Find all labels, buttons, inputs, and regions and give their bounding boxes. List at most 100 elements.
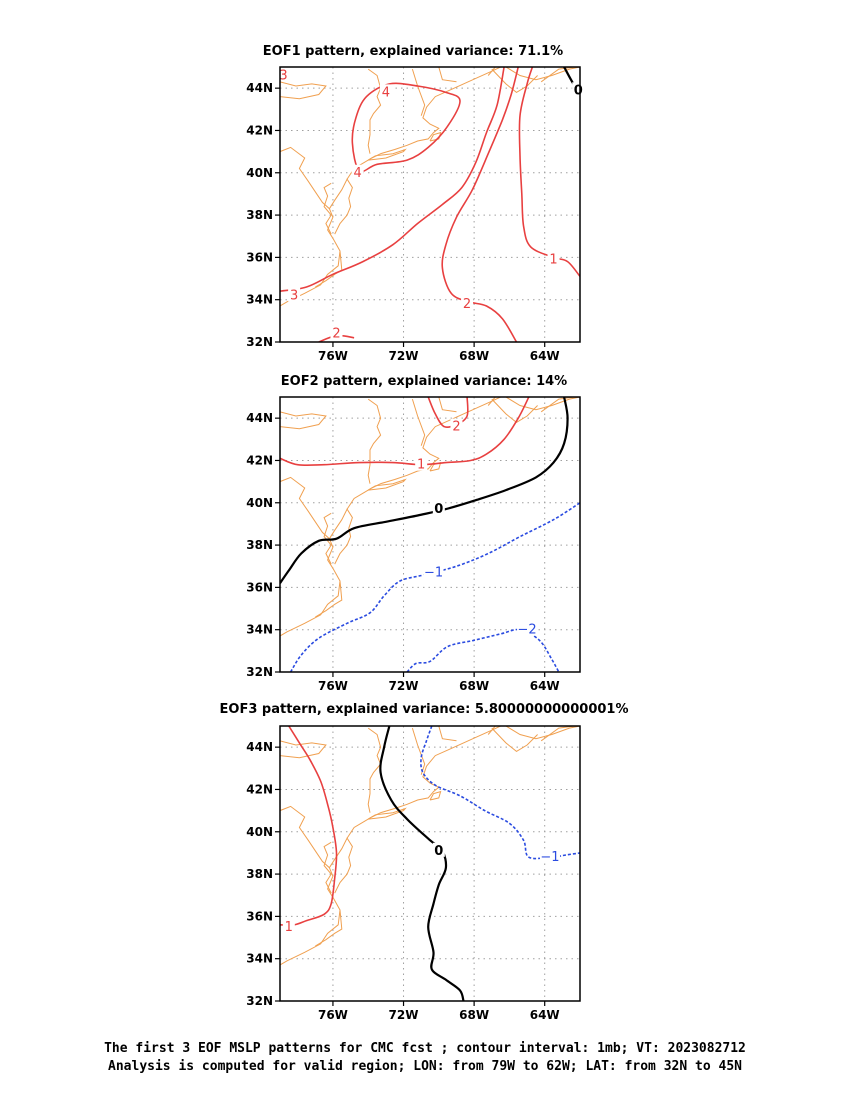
- coastline-segment: [323, 512, 332, 565]
- lat-tick-label: 36N: [246, 580, 273, 594]
- coastline-segment: [315, 580, 343, 618]
- coastline-segment: [328, 837, 353, 894]
- lon-tick-label: 76W: [318, 1008, 348, 1022]
- lat-tick-label: 32N: [246, 665, 273, 679]
- contour-label: 1: [285, 920, 293, 935]
- coastline-segment: [438, 726, 457, 742]
- map-frame: [279, 725, 581, 1002]
- contour-line-4: [351, 82, 461, 173]
- coastline: [280, 397, 580, 637]
- contour-label-bg: [572, 82, 585, 97]
- coastline-segment: [491, 68, 538, 94]
- contour-label-bg: [547, 251, 560, 266]
- coastline-segment: [280, 476, 341, 637]
- coastline-segment: [328, 178, 353, 235]
- panel-title-eof2: EOF2 pattern, explained variance: 14%: [281, 374, 567, 389]
- lon-tick-label: 72W: [389, 349, 419, 363]
- lon-tick-label: 68W: [459, 1008, 489, 1022]
- lat-tick-label: 44N: [246, 411, 273, 425]
- lon-tick-label: 72W: [389, 1008, 419, 1022]
- coastline-segment: [367, 398, 382, 484]
- axis-ticks: 44N 42N 40N 38N 36N 34N 32N 76W 72W 68W 64W: [246, 740, 559, 1022]
- contours: [280, 397, 580, 672]
- coastline-segment: [367, 807, 407, 820]
- coastline-segment: [505, 397, 580, 411]
- lat-tick-label: 34N: [246, 952, 273, 966]
- lat-tick-label: 38N: [246, 867, 273, 881]
- coastline-segment: [429, 790, 442, 801]
- map-frame: [279, 66, 581, 343]
- map-panel-eof1: 4 4 3 2 2 1 3 0 44N 42N 40N 38N 36N 34N 32N 76W 72W 68W 64…: [246, 66, 585, 363]
- contour-label-bg: [282, 918, 295, 933]
- contour-label: 3: [290, 288, 298, 303]
- coastline-segment: [487, 67, 496, 76]
- lon-tick-label: 72W: [389, 679, 419, 693]
- contour-label: 4: [354, 166, 362, 181]
- panel-title-eof3: EOF3 pattern, explained variance: 5.8000…: [220, 702, 629, 717]
- contour-label: 0: [434, 502, 443, 517]
- coastline-segment: [280, 740, 327, 759]
- contour-label-bg: [379, 84, 392, 99]
- coastline-segment: [315, 909, 343, 947]
- contour-label: 2: [452, 420, 460, 435]
- lon-tick-label: 64W: [530, 1008, 560, 1022]
- lon-tick-label: 76W: [318, 349, 348, 363]
- lat-tick-label: 32N: [246, 994, 273, 1008]
- lat-tick-label: 38N: [246, 208, 273, 222]
- contour-line-0: [379, 726, 465, 1001]
- lat-tick-label: 44N: [246, 740, 273, 754]
- axis-ticks: 44N 42N 40N 38N 36N 34N 32N 76W 72W 68W 64W: [246, 411, 559, 693]
- lon-tick-label: 76W: [318, 679, 348, 693]
- contour-label-bg: [450, 418, 463, 433]
- contour-label-bg: [432, 501, 445, 516]
- contour-label: 3: [279, 68, 287, 83]
- coastline-segment: [505, 67, 580, 81]
- contour-line-neg1: [420, 726, 580, 860]
- contour-label-bg: [351, 164, 364, 179]
- lat-tick-label: 40N: [246, 825, 273, 839]
- contour-line-1: [518, 67, 580, 277]
- contour-label: 4: [382, 85, 390, 100]
- coastline-segment: [367, 478, 407, 491]
- lat-tick-label: 34N: [246, 623, 273, 637]
- coastline-segment: [487, 726, 496, 735]
- contour-label: −1: [540, 850, 559, 865]
- footer-caption-line2: Analysis is computed for valid region; L…: [108, 1059, 742, 1074]
- coastline-segment: [487, 397, 496, 406]
- lat-tick-label: 42N: [246, 782, 273, 796]
- contour-line-neg1: [289, 502, 580, 672]
- contour-label: −1: [424, 566, 443, 581]
- contour-line-1: [280, 397, 530, 467]
- coastline-segment: [323, 182, 332, 235]
- lat-tick-label: 40N: [246, 166, 273, 180]
- lon-tick-label: 64W: [530, 349, 560, 363]
- coastline-segment: [505, 726, 580, 740]
- contour-labels: 1 2 0 −1 −2: [415, 418, 538, 638]
- contour-label-bg: [461, 295, 474, 310]
- contour-label-bg: [330, 325, 343, 340]
- contour-line-0: [280, 397, 569, 584]
- lon-tick-label: 68W: [459, 349, 489, 363]
- contours: [280, 726, 580, 1001]
- contour-line-neg2: [406, 628, 560, 672]
- contour-label: −2: [517, 623, 536, 638]
- lat-tick-label: 40N: [246, 496, 273, 510]
- contour-label-bg: [423, 564, 444, 579]
- contour-label-bg: [517, 621, 538, 636]
- lat-tick-label: 36N: [246, 909, 273, 923]
- contour-label-bg: [432, 842, 445, 857]
- lat-tick-label: 44N: [246, 81, 273, 95]
- lat-tick-label: 42N: [246, 123, 273, 137]
- grid-lines: [280, 67, 580, 342]
- contour-label: 0: [574, 83, 583, 98]
- lon-tick-label: 68W: [459, 679, 489, 693]
- coastline-segment: [280, 146, 341, 307]
- contour-label-bg: [540, 849, 560, 864]
- map-frame: [279, 396, 581, 673]
- contour-labels: 4 4 3 2 2 1 3 0: [277, 67, 585, 342]
- coastline-segment: [280, 81, 327, 100]
- lat-tick-label: 34N: [246, 293, 273, 307]
- grid-lines: [280, 397, 580, 672]
- coastline-segment: [367, 727, 382, 813]
- coastline-segment: [411, 68, 426, 116]
